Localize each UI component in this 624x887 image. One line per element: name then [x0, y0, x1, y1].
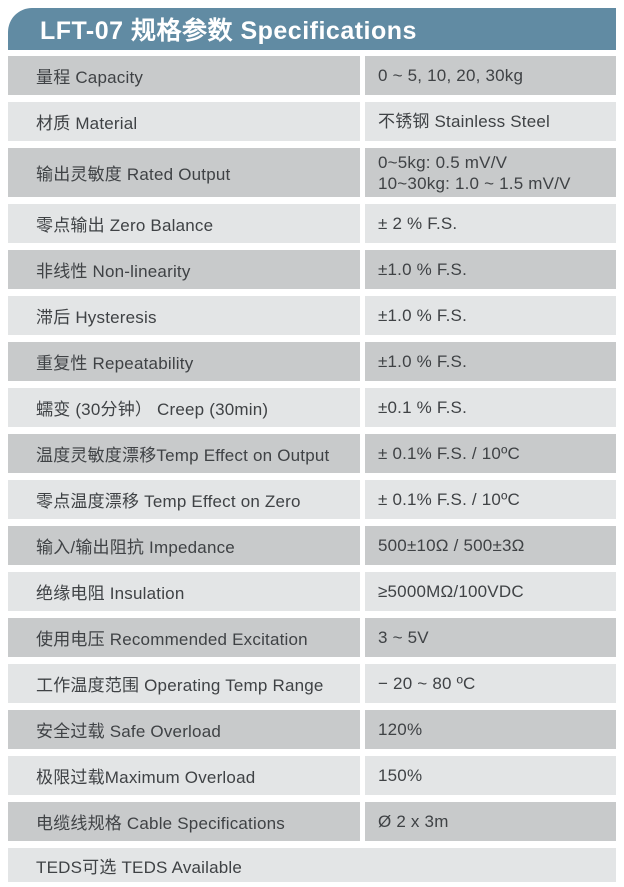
- spec-label: 绝缘电阻 Insulation: [8, 572, 360, 611]
- table-row: 量程 Capacity 0 ~ 5, 10, 20, 30kg: [8, 56, 616, 95]
- table-row: 输入/输出阻抗 Impedance 500±10Ω / 500±3Ω: [8, 526, 616, 565]
- spec-label: TEDS可选 TEDS Available: [8, 848, 616, 882]
- table-row: 温度灵敏度漂移Temp Effect on Output ± 0.1% F.S. …: [8, 434, 616, 473]
- spec-label: 零点输出 Zero Balance: [8, 204, 360, 243]
- spec-label: 输出灵敏度 Rated Output: [8, 148, 360, 197]
- spec-label: 输入/输出阻抗 Impedance: [8, 526, 360, 565]
- spec-value: 0~5kg: 0.5 mV/V 10~30kg: 1.0 ~ 1.5 mV/V: [365, 148, 616, 197]
- spec-label: 使用电压 Recommended Excitation: [8, 618, 360, 657]
- spec-value: ±0.1 % F.S.: [365, 388, 616, 427]
- table-row: 滞后 Hysteresis ±1.0 % F.S.: [8, 296, 616, 335]
- spec-value: ±1.0 % F.S.: [365, 250, 616, 289]
- table-row: 非线性 Non-linearity ±1.0 % F.S.: [8, 250, 616, 289]
- spec-label: 零点温度漂移 Temp Effect on Zero: [8, 480, 360, 519]
- spec-label: 温度灵敏度漂移Temp Effect on Output: [8, 434, 360, 473]
- spec-value: ≥5000MΩ/100VDC: [365, 572, 616, 611]
- spec-value: 0 ~ 5, 10, 20, 30kg: [365, 56, 616, 95]
- spec-value: ±1.0 % F.S.: [365, 296, 616, 335]
- spec-label: 重复性 Repeatability: [8, 342, 360, 381]
- table-row: 蠕变 (30分钟） Creep (30min) ±0.1 % F.S.: [8, 388, 616, 427]
- table-row: 重复性 Repeatability ±1.0 % F.S.: [8, 342, 616, 381]
- spec-label: 量程 Capacity: [8, 56, 360, 95]
- table-row: 输出灵敏度 Rated Output 0~5kg: 0.5 mV/V 10~30k…: [8, 148, 616, 197]
- spec-value: ± 2 % F.S.: [365, 204, 616, 243]
- spec-value: 3 ~ 5V: [365, 618, 616, 657]
- spec-value: 500±10Ω / 500±3Ω: [365, 526, 616, 565]
- table-row: TEDS可选 TEDS Available: [8, 848, 616, 882]
- spec-label: 滞后 Hysteresis: [8, 296, 360, 335]
- spec-value: ±1.0 % F.S.: [365, 342, 616, 381]
- spec-label: 非线性 Non-linearity: [8, 250, 360, 289]
- spec-table: 量程 Capacity 0 ~ 5, 10, 20, 30kg 材质 Materia…: [8, 56, 616, 882]
- spec-label: 蠕变 (30分钟） Creep (30min): [8, 388, 360, 427]
- title-bar: LFT-07 规格参数 Specifications: [8, 8, 616, 50]
- spec-value: 不锈钢 Stainless Steel: [365, 102, 616, 141]
- table-row: 电缆线规格 Cable Specifications Ø 2 x 3m: [8, 802, 616, 841]
- spec-value: − 20 ~ 80 ºC: [365, 664, 616, 703]
- spec-label: 电缆线规格 Cable Specifications: [8, 802, 360, 841]
- table-row: 极限过载Maximum Overload 150%: [8, 756, 616, 795]
- spec-label: 极限过载Maximum Overload: [8, 756, 360, 795]
- spec-label: 工作温度范围 Operating Temp Range: [8, 664, 360, 703]
- table-row: 使用电压 Recommended Excitation 3 ~ 5V: [8, 618, 616, 657]
- table-row: 工作温度范围 Operating Temp Range − 20 ~ 80 ºC: [8, 664, 616, 703]
- page-title: LFT-07 规格参数 Specifications: [40, 17, 417, 45]
- spec-value: ± 0.1% F.S. / 10ºC: [365, 434, 616, 473]
- spec-label: 材质 Material: [8, 102, 360, 141]
- spec-value: Ø 2 x 3m: [365, 802, 616, 841]
- table-row: 绝缘电阻 Insulation ≥5000MΩ/100VDC: [8, 572, 616, 611]
- spec-value: 150%: [365, 756, 616, 795]
- spec-label: 安全过载 Safe Overload: [8, 710, 360, 749]
- spec-value: 120%: [365, 710, 616, 749]
- table-row: 零点输出 Zero Balance ± 2 % F.S.: [8, 204, 616, 243]
- table-row: 零点温度漂移 Temp Effect on Zero ± 0.1% F.S. / …: [8, 480, 616, 519]
- table-row: 材质 Material 不锈钢 Stainless Steel: [8, 102, 616, 141]
- table-row: 安全过载 Safe Overload 120%: [8, 710, 616, 749]
- spec-value: ± 0.1% F.S. / 10ºC: [365, 480, 616, 519]
